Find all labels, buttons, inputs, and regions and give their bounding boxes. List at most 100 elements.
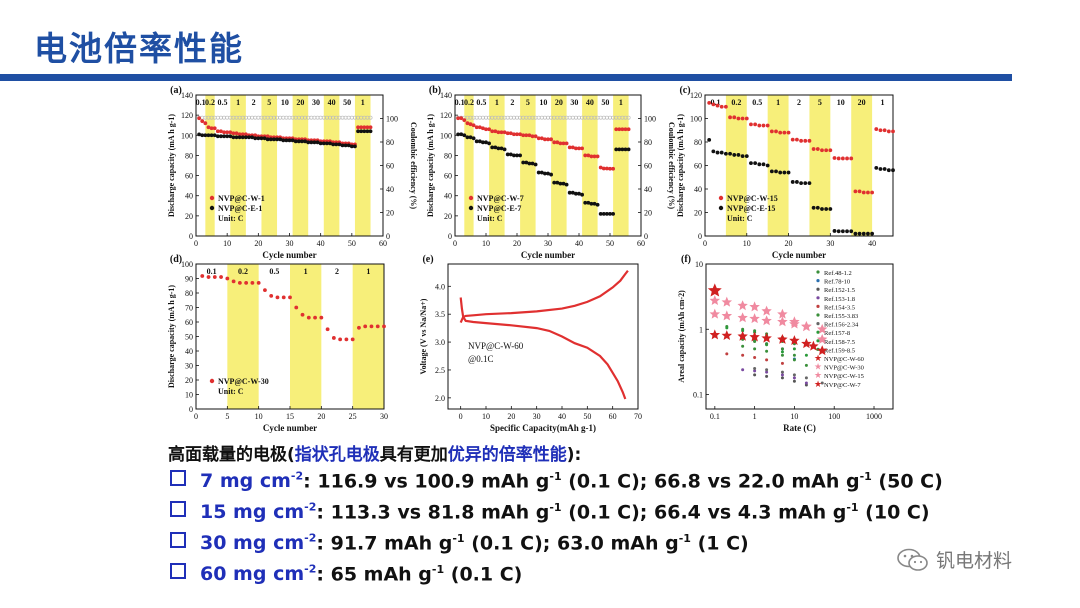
y2-tick-label: 40 (386, 185, 394, 194)
data-point (505, 152, 510, 157)
y-tick-label: 60 (444, 172, 452, 181)
efficiency-point (608, 115, 612, 120)
data-point (558, 141, 563, 146)
data-point (338, 337, 343, 342)
data-point (231, 279, 236, 284)
y-tick-label: 10 (695, 260, 703, 269)
data-point (200, 274, 205, 278)
bullet-item: 60 mg cm-2: 65 mAh g-1 (0.1 C) (170, 563, 522, 585)
panel-label: (b) (429, 85, 441, 96)
bullet-loading: 15 mg cm-2 (200, 501, 317, 524)
legend-entry: NVP@C-W-30 (824, 365, 864, 372)
data-point (465, 135, 470, 140)
data-point (203, 133, 208, 138)
bullet-item: 7 mg cm-2: 116.9 vs 100.9 mAh g-1 (0.1 C… (170, 470, 943, 492)
data-point (368, 129, 373, 134)
rate-label: 2 (510, 98, 514, 107)
data-point (589, 154, 594, 159)
data-point (845, 229, 849, 234)
data-point (228, 130, 233, 135)
data-point (281, 295, 286, 300)
data-point (623, 147, 628, 152)
data-point (555, 140, 560, 145)
data-point (515, 153, 519, 158)
annotation-line: NVP@C-W-60 (468, 341, 524, 351)
x-tick-label: 30 (544, 239, 552, 248)
x-tick-label: 30 (826, 239, 834, 248)
star-point (761, 315, 772, 326)
data-point (481, 126, 485, 131)
data-point (815, 205, 820, 210)
y-tick-label: 140 (440, 91, 452, 100)
y-tick-label: 100 (690, 115, 702, 124)
data-point (870, 231, 875, 236)
data-point (595, 202, 600, 207)
data-point (321, 141, 326, 146)
data-point (331, 142, 336, 147)
data-point (574, 191, 578, 196)
data-point (206, 275, 211, 279)
rate-label: 20 (296, 98, 304, 107)
x-tick-label: 40 (317, 239, 325, 248)
data-point (487, 127, 491, 132)
data-point (490, 145, 495, 150)
data-point (849, 229, 854, 234)
legend-marker (468, 205, 474, 211)
data-point (790, 180, 795, 184)
y-tick-label: 90 (185, 275, 193, 284)
efficiency-point (253, 115, 258, 120)
data-point (243, 132, 248, 137)
data-point (866, 231, 870, 236)
data-point (753, 122, 758, 127)
data-point (886, 129, 891, 134)
legend-marker: ★ (814, 370, 822, 380)
rate-label: 5 (267, 98, 271, 107)
heading-mid: 具有更加 (379, 445, 448, 465)
y-tick-label: 40 (185, 192, 193, 201)
data-point (711, 149, 716, 154)
data-point (757, 162, 762, 167)
star-point (721, 296, 733, 307)
data-point (512, 132, 516, 137)
data-point (614, 147, 619, 152)
data-point (375, 324, 380, 329)
data-point (515, 132, 519, 137)
data-point (878, 167, 883, 171)
data-point (786, 130, 791, 135)
data-point (499, 130, 504, 135)
y-axis-label: Discharge capacity (mA h g-1) (167, 114, 176, 217)
data-point (715, 103, 720, 108)
efficiency-point (256, 115, 261, 120)
y-tick-label: 0 (698, 232, 702, 241)
x-tick-label: 10 (255, 412, 263, 421)
y2-tick-label: 0 (386, 232, 390, 241)
ref-point (792, 358, 796, 362)
efficiency-point (567, 115, 572, 120)
data-point (614, 127, 619, 132)
data-point (598, 165, 603, 170)
y2-tick-label: 100 (644, 115, 656, 124)
data-point (732, 115, 737, 120)
legend-marker (816, 322, 820, 326)
efficiency-point (626, 115, 631, 120)
data-point (256, 280, 261, 285)
x-tick-label: 10 (482, 412, 490, 421)
legend-entry: Ref.158-7.5 (824, 339, 855, 346)
ref-point (804, 376, 808, 380)
data-point (518, 132, 522, 137)
data-point (769, 169, 774, 174)
star-point (777, 316, 788, 327)
data-point (313, 315, 317, 320)
legend-entry: Ref.152-1.5 (824, 287, 855, 294)
legend-entry: NVP@C-E-15 (727, 204, 775, 213)
data-point (723, 104, 728, 109)
data-point (225, 276, 230, 281)
star-point (801, 338, 812, 349)
data-point (325, 141, 329, 146)
data-point (237, 280, 242, 285)
data-point (265, 137, 270, 142)
data-point (577, 146, 581, 151)
data-point (346, 143, 351, 148)
data-point (533, 134, 538, 139)
data-point (456, 116, 460, 121)
